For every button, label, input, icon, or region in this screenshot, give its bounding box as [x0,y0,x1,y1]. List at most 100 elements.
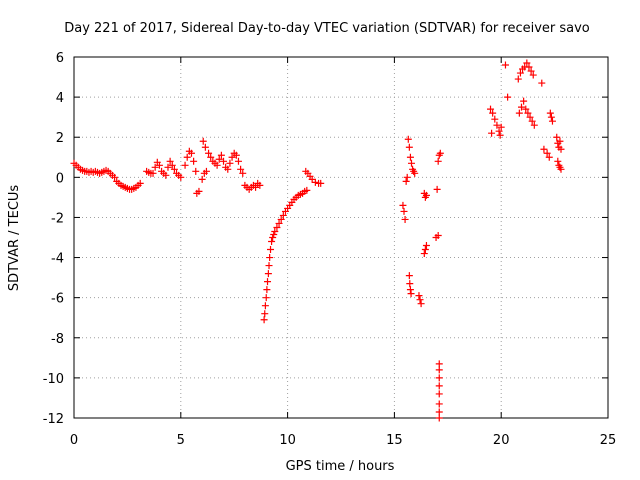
data-point [403,173,411,181]
data-point [237,165,245,173]
data-point [183,153,191,161]
y-tick-label: -4 [51,252,64,267]
data-point [275,219,283,227]
data-point [421,246,429,254]
data-point [215,155,223,163]
data-point [400,207,408,215]
x-tick-label: 15 [386,433,403,448]
data-point [261,310,269,318]
data-point [166,157,174,165]
chart-title: Day 221 of 2017, Sidereal Day-to-day VTE… [64,21,590,36]
data-point [517,103,525,111]
data-point [411,169,419,177]
data-point [162,171,170,179]
data-point [435,400,443,408]
data-point [181,161,189,169]
data-point [303,186,311,194]
y-tick-label: -6 [51,292,64,307]
data-point [556,137,564,145]
data-point [111,173,119,181]
data-point [264,278,272,286]
data-point [224,165,232,173]
data-point [525,63,533,71]
y-tick-label: 2 [56,131,64,146]
grid [74,57,608,418]
data-point [192,167,200,175]
data-point [406,153,414,161]
data-point [164,163,172,171]
data-point [422,242,430,250]
data-point [220,157,228,165]
data-point [406,286,414,294]
data-point [538,79,546,87]
data-point [523,59,531,67]
data-point [526,113,534,121]
data-point [530,121,538,129]
data-point [195,187,203,195]
data-point [232,151,240,159]
data-point [404,135,412,143]
x-tick-label: 10 [279,433,296,448]
data-point [488,129,496,137]
data-point [435,390,443,398]
data-point [308,175,316,183]
tick-labels: 0 5 10 15 20 25 -12 -10 -8 -6 -4 -2 0 2 4 6 [43,51,617,448]
data-point [434,231,442,239]
data-point [317,179,325,187]
data-point [415,292,423,300]
data-point [270,230,278,238]
data-point [405,143,413,151]
data-point [265,262,273,270]
data-point [524,109,532,117]
data-point [207,153,215,161]
data-point [548,117,556,125]
data-point [170,165,178,173]
data-point [217,151,225,159]
x-tick-label: 5 [177,433,185,448]
data-point [435,366,443,374]
data-point [435,374,443,382]
data-point [543,149,551,157]
data-point [269,234,277,241]
data-point [528,117,536,125]
data-point [261,302,269,310]
data-point [198,175,206,183]
data-point [187,149,195,157]
data-point [516,69,524,77]
data-point [491,115,499,123]
data-point [529,71,537,79]
data-point [504,93,512,101]
x-tick-label: 0 [70,433,78,448]
data-point [520,97,528,105]
data-point [522,105,530,113]
data-point [399,201,407,209]
data-point [540,145,548,153]
data-point [168,161,176,169]
data-point [277,215,285,223]
data-point [501,61,509,69]
data-point [311,178,319,186]
y-tick-label: -2 [51,211,64,226]
data-point [266,254,274,262]
data-point [514,75,522,83]
data-point [435,360,443,368]
data-point [493,121,501,129]
data-point [417,300,425,308]
data-point [435,408,443,416]
data-point [434,157,442,165]
data-point [202,167,210,175]
data-point [155,161,163,169]
y-tick-label: -12 [43,412,64,427]
data-point [515,109,523,117]
data-point [260,316,268,324]
data-point [268,238,276,246]
data-point [407,159,415,167]
data-point [527,67,535,75]
data-point [190,157,198,165]
data-point [433,185,441,193]
data-point [279,211,287,219]
data-points [70,59,565,422]
data-point [213,161,221,169]
data-point [149,169,157,177]
